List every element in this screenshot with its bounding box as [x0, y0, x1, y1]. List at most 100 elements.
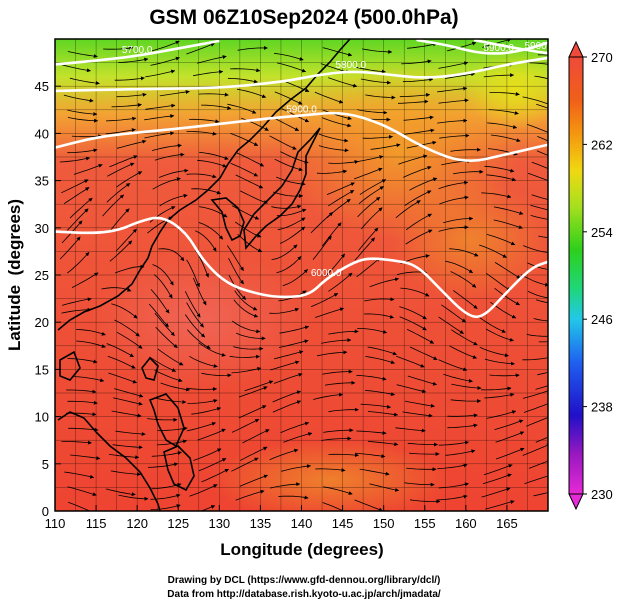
streamline — [361, 48, 393, 54]
streamline — [280, 151, 309, 164]
streamline — [316, 169, 348, 174]
streamline — [113, 397, 143, 406]
streamline — [401, 59, 432, 65]
streamline — [150, 289, 170, 314]
streamline — [270, 360, 300, 371]
streamline — [148, 303, 169, 328]
streamline — [157, 426, 188, 431]
streamline — [231, 457, 259, 472]
streamline — [484, 165, 515, 173]
streamline — [199, 151, 229, 160]
streamline — [242, 429, 270, 444]
streamline — [269, 307, 300, 314]
streamline — [526, 334, 548, 337]
colorbar-tick-label: 230 — [591, 487, 613, 502]
streamline — [271, 244, 298, 260]
streamline — [367, 411, 399, 417]
streamline — [276, 62, 307, 73]
contour-labels: 5700.0 5800.0 5900.0 5900.0 5900.0 6000.0 — [122, 41, 548, 279]
streamline — [233, 299, 259, 318]
streamline — [279, 325, 310, 334]
streamline — [527, 172, 548, 181]
streamline — [370, 143, 401, 150]
streamline — [493, 219, 523, 229]
streamline — [76, 329, 106, 336]
streamline — [238, 386, 268, 398]
x-axis-title: Longitude (degrees) — [220, 540, 383, 559]
streamline — [187, 398, 218, 404]
streamline — [520, 274, 548, 287]
streamline — [527, 290, 548, 299]
colorbar-tick-label: 270 — [591, 50, 613, 65]
streamline — [67, 252, 90, 274]
streamline — [407, 442, 438, 447]
streamline — [237, 234, 263, 252]
streamline — [537, 371, 548, 376]
streamline — [315, 468, 346, 473]
streamline — [328, 407, 359, 413]
streamline — [447, 41, 477, 52]
contour-line — [416, 39, 548, 55]
streamline — [149, 356, 177, 372]
streamline — [147, 417, 178, 422]
y-tick-label: 40 — [35, 126, 49, 141]
streamline — [229, 354, 260, 359]
streamline — [74, 376, 105, 383]
streamline — [528, 460, 548, 469]
streamline — [437, 118, 468, 124]
streamline — [399, 306, 427, 320]
streamline — [493, 206, 524, 215]
streamline — [443, 216, 474, 224]
streamline — [523, 245, 548, 253]
streamline — [189, 355, 218, 368]
streamline — [61, 297, 92, 306]
streamline — [322, 117, 352, 128]
streamline — [150, 56, 180, 66]
streamline — [317, 350, 348, 357]
streamline — [318, 145, 349, 153]
streamline — [322, 369, 353, 375]
streamline — [490, 134, 521, 143]
streamline — [486, 234, 516, 246]
streamline — [160, 382, 191, 392]
streamline — [67, 148, 98, 154]
streamline — [276, 256, 302, 274]
streamline — [144, 114, 175, 121]
streamline — [450, 271, 477, 288]
y-axis-ticks: 0 5 10 15 20 25 30 35 40 45 — [35, 79, 61, 519]
streamline — [449, 345, 477, 359]
streamline — [403, 115, 434, 121]
streamline — [485, 328, 514, 342]
streamline — [59, 236, 81, 260]
streamline — [227, 103, 257, 114]
streamline — [353, 155, 384, 163]
streamline — [192, 277, 207, 306]
streamline — [237, 45, 268, 51]
streamline — [494, 262, 521, 279]
streamline — [522, 443, 548, 456]
streamline — [154, 312, 175, 336]
streamline — [526, 124, 548, 133]
streamline — [69, 77, 100, 86]
streamline — [438, 359, 468, 372]
streamline — [360, 78, 391, 85]
y-tick-label: 20 — [35, 315, 49, 330]
colorbar-min-triangle — [568, 493, 584, 511]
streamline — [106, 343, 134, 358]
streamline — [356, 430, 387, 435]
streamline — [354, 237, 375, 261]
streamline — [109, 155, 138, 168]
streamline — [445, 260, 474, 274]
streamline — [184, 291, 201, 318]
streamline — [67, 358, 98, 364]
streamline — [363, 313, 394, 319]
streamline — [68, 501, 97, 511]
streamline — [105, 488, 136, 497]
streamline — [106, 183, 131, 203]
streamline — [489, 92, 520, 96]
streamline — [479, 346, 509, 358]
streamline — [443, 373, 473, 383]
streamline — [321, 222, 342, 247]
streamline — [321, 338, 352, 344]
